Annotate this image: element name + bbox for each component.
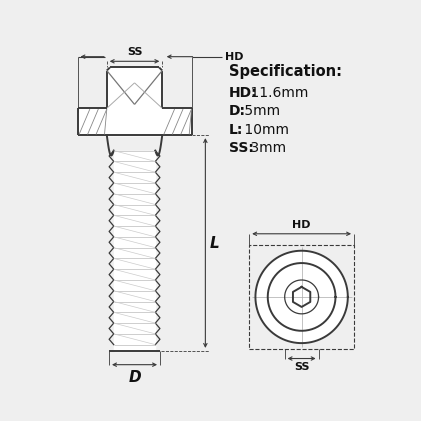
Text: L: L <box>210 235 220 250</box>
Text: 11.6mm: 11.6mm <box>246 86 308 100</box>
Text: D:: D: <box>229 104 246 118</box>
Polygon shape <box>77 108 192 135</box>
Text: 10mm: 10mm <box>240 123 289 137</box>
Text: D: D <box>128 370 141 385</box>
Polygon shape <box>107 67 162 135</box>
Text: HD: HD <box>292 220 311 230</box>
Text: HD:: HD: <box>229 86 258 100</box>
Polygon shape <box>114 151 155 351</box>
Text: 5mm: 5mm <box>240 104 280 118</box>
Text: L:: L: <box>229 123 244 137</box>
Text: 3mm: 3mm <box>246 141 286 155</box>
Polygon shape <box>256 251 348 343</box>
Text: Specification:: Specification: <box>229 64 342 80</box>
Text: SS:: SS: <box>229 141 254 155</box>
Text: HD: HD <box>225 52 243 62</box>
Text: SS: SS <box>294 362 309 372</box>
Text: SS: SS <box>127 48 142 57</box>
